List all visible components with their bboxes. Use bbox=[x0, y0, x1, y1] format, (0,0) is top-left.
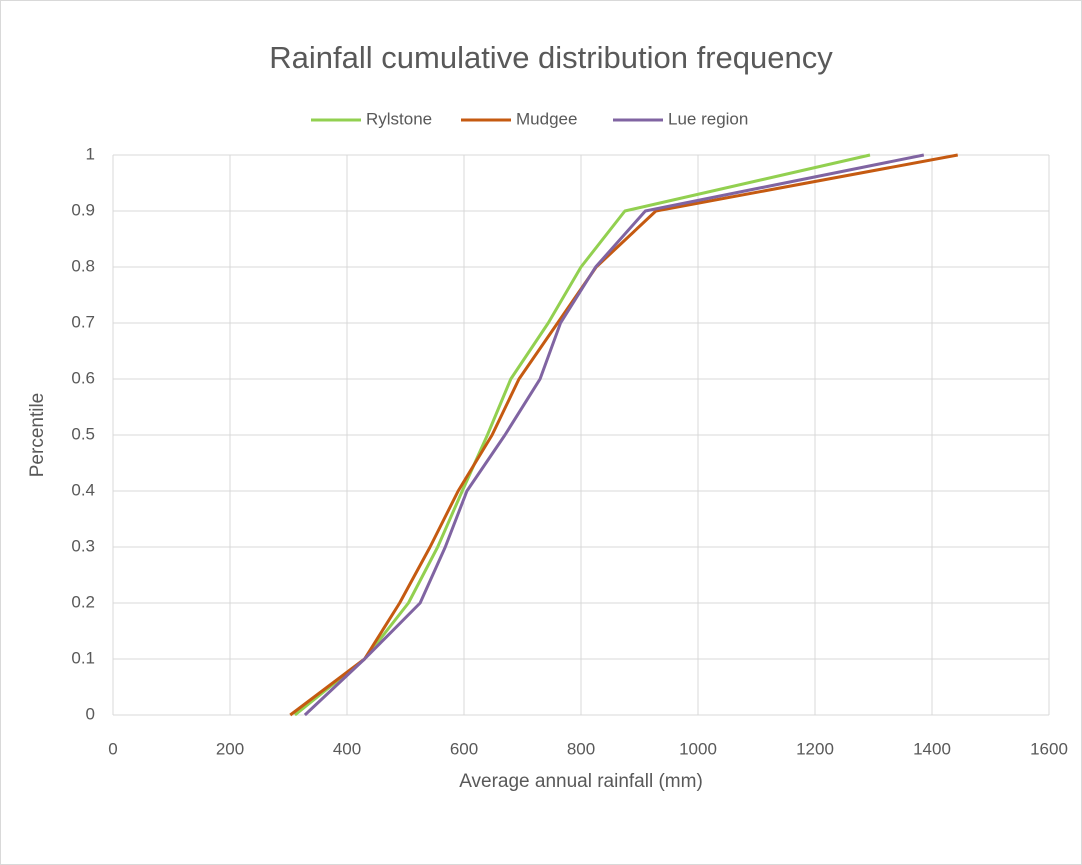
y-tick-label: 0.5 bbox=[71, 424, 95, 443]
x-axis-label: Average annual rainfall (mm) bbox=[459, 771, 703, 792]
x-tick-label: 200 bbox=[216, 739, 244, 758]
y-tick-label: 0 bbox=[86, 704, 95, 723]
legend-label: Rylstone bbox=[366, 109, 432, 128]
y-axis-label: Percentile bbox=[27, 393, 48, 478]
y-tick-label: 0.8 bbox=[71, 256, 95, 275]
x-tick-label: 0 bbox=[108, 739, 117, 758]
x-tick-label: 1000 bbox=[679, 739, 717, 758]
series-line bbox=[293, 153, 871, 717]
y-tick-label: 0.3 bbox=[71, 536, 95, 555]
y-tick-label: 0.4 bbox=[71, 480, 95, 499]
y-tick-label: 0.9 bbox=[71, 200, 95, 219]
legend-label: Lue region bbox=[668, 109, 748, 128]
series-line bbox=[303, 153, 925, 717]
x-tick-label: 600 bbox=[450, 739, 478, 758]
x-tick-label: 400 bbox=[333, 739, 361, 758]
y-tick-label: 0.2 bbox=[71, 592, 95, 611]
y-tick-label: 1 bbox=[86, 144, 95, 163]
x-tick-label: 1200 bbox=[796, 739, 834, 758]
x-tick-label: 1600 bbox=[1030, 739, 1068, 758]
series-line bbox=[289, 153, 959, 717]
y-tick-label: 0.1 bbox=[71, 648, 95, 667]
x-tick-label: 1400 bbox=[913, 739, 951, 758]
chart-title: Rainfall cumulative distribution frequen… bbox=[269, 40, 833, 75]
y-tick-label: 0.6 bbox=[71, 368, 95, 387]
legend-label: Mudgee bbox=[516, 109, 577, 128]
y-tick-label: 0.7 bbox=[71, 312, 95, 331]
x-tick-label: 800 bbox=[567, 739, 595, 758]
